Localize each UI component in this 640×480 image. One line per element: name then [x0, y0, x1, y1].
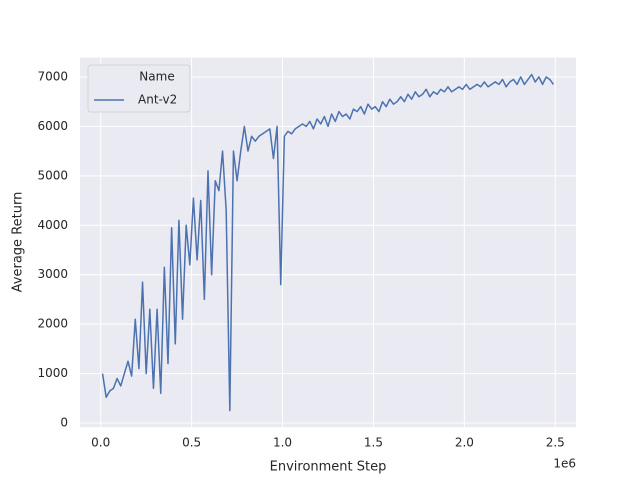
- x-offset-label: 1e6: [553, 457, 576, 471]
- y-tick-label: 3000: [37, 267, 68, 281]
- x-tick-label: 1.5: [364, 436, 383, 450]
- x-tick-label: 2.5: [546, 436, 565, 450]
- x-tick-label: 1.0: [273, 436, 292, 450]
- plot-area: [80, 57, 576, 428]
- y-tick-label: 5000: [37, 168, 68, 182]
- line: [101, 73, 555, 412]
- y-tick-label: 4000: [37, 218, 68, 232]
- x-tick-label: 0.5: [182, 436, 201, 450]
- marks: [101, 73, 555, 412]
- y-tick-label: 2000: [37, 317, 68, 331]
- y-tick-label: 6000: [37, 119, 68, 133]
- y-axis-label: Average Return: [11, 192, 26, 293]
- y-tick-label: 0: [60, 415, 68, 429]
- legend-title: Name: [139, 70, 174, 84]
- x-tick-label: 2.0: [455, 436, 474, 450]
- legend: Name Ant-v2: [87, 64, 191, 113]
- legend-label: Ant-v2: [138, 93, 177, 107]
- x-axis-label: Environment Step: [270, 460, 387, 475]
- y-tick-label: 1000: [37, 366, 68, 380]
- y-tick-label: 7000: [37, 69, 68, 83]
- x-tick-label: 0.0: [91, 436, 110, 450]
